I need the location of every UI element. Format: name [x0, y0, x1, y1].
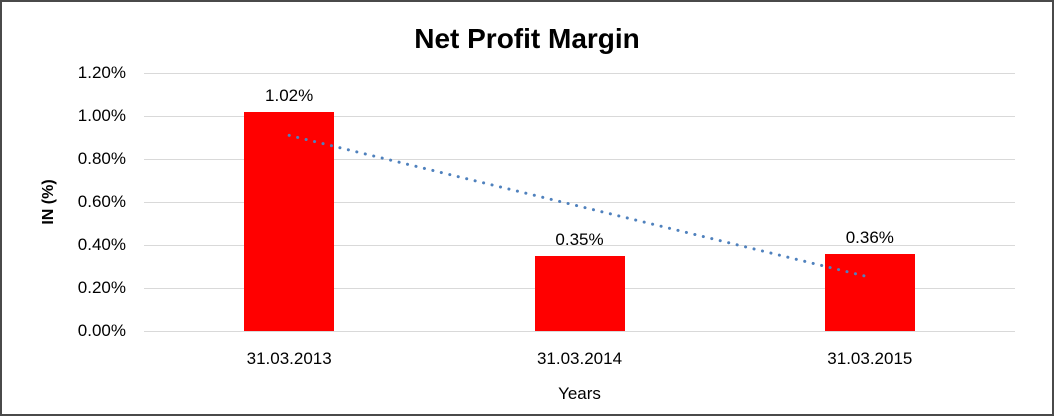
x-category-label: 31.03.2015	[827, 349, 913, 368]
gridline	[144, 73, 1015, 74]
bar-value-label: 0.36%	[845, 227, 894, 247]
y-tick-label: 0.40%	[77, 235, 126, 254]
bar-value-label: 1.02%	[265, 85, 314, 105]
y-tick-label: 1.00%	[77, 106, 126, 125]
y-tick-label: 0.80%	[77, 149, 126, 168]
bar	[534, 255, 625, 331]
y-tick-label: 1.20%	[77, 63, 126, 82]
bar	[244, 111, 335, 331]
chart-title: Net Profit Margin	[414, 23, 640, 54]
bar-value-label: 0.35%	[555, 229, 604, 249]
x-category-label: 31.03.2014	[536, 349, 623, 368]
plot-area: 1.02% 0.35% 0.36%	[144, 73, 1015, 332]
gridline	[144, 116, 1015, 117]
gridline	[144, 245, 1015, 246]
trendline	[287, 133, 872, 279]
x-category-label: 31.03.2013	[246, 349, 332, 368]
gridline	[144, 202, 1015, 203]
y-tick-label: 0.20%	[77, 278, 126, 297]
y-tick-label: 0.00%	[77, 321, 126, 340]
x-axis-title: Years	[558, 384, 601, 403]
y-tick-label: 0.60%	[77, 192, 126, 211]
gridline	[144, 159, 1015, 160]
gridline	[144, 331, 1015, 332]
bar	[824, 253, 915, 331]
